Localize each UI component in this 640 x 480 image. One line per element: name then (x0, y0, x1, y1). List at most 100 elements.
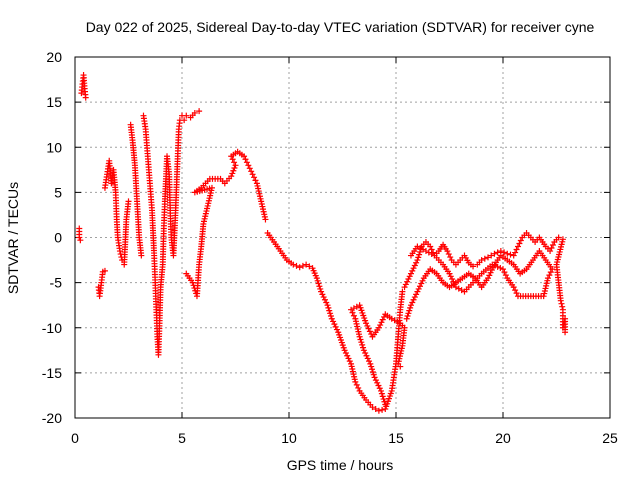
data-point (411, 294, 418, 301)
data-point (378, 319, 385, 326)
data-point (488, 266, 495, 273)
data-point (409, 299, 416, 306)
data-point (404, 278, 411, 285)
data-point (366, 328, 373, 335)
data-point (241, 153, 248, 160)
data-point (504, 250, 511, 257)
data-point (363, 320, 370, 327)
data-point (125, 198, 132, 205)
data-point (367, 360, 374, 367)
data-point (77, 237, 84, 244)
data-point (251, 174, 258, 181)
data-point (559, 303, 566, 310)
data-point (252, 177, 259, 184)
data-point (321, 296, 328, 303)
data-point (138, 252, 145, 259)
data-marks (76, 72, 569, 414)
data-point (349, 309, 356, 316)
data-point (494, 249, 501, 256)
data-point (229, 156, 236, 163)
data-point (549, 242, 556, 249)
data-point (378, 387, 385, 394)
data-point (350, 312, 357, 319)
data-point (450, 278, 457, 285)
data-point (427, 243, 434, 250)
data-point (380, 396, 387, 403)
data-point (313, 275, 320, 282)
data-point (502, 272, 509, 279)
data-point (516, 240, 523, 247)
data-point (547, 248, 554, 255)
data-point (327, 310, 334, 317)
data-point (262, 216, 269, 223)
data-point (397, 363, 404, 370)
data-point (366, 358, 373, 365)
data-point (290, 261, 297, 268)
data-point (375, 382, 382, 389)
data-point (375, 407, 382, 414)
data-point (491, 262, 498, 269)
data-point (409, 267, 416, 274)
data-point (486, 272, 493, 279)
data-point (369, 366, 376, 373)
data-point (491, 250, 498, 257)
data-point (558, 300, 565, 307)
data-point (360, 344, 367, 351)
data-point (352, 378, 359, 385)
data-point (370, 371, 377, 378)
data-point (358, 339, 365, 346)
data-point (303, 261, 310, 268)
data-point (407, 252, 414, 259)
data-point (401, 284, 408, 291)
data-point (372, 377, 379, 384)
data-point (504, 275, 511, 282)
data-point (346, 358, 353, 365)
data-point (411, 262, 418, 269)
data-point (372, 405, 379, 412)
data-point (342, 350, 349, 357)
data-point (196, 108, 203, 115)
y-tick-label: -5 (50, 275, 63, 291)
data-point (181, 117, 188, 124)
data-point (546, 272, 553, 279)
data-point (410, 265, 417, 272)
data-point (494, 263, 501, 270)
y-tick-label: 0 (54, 230, 62, 246)
series-decline (264, 229, 408, 414)
data-point (517, 237, 524, 244)
data-point (191, 109, 198, 116)
data-point (478, 257, 485, 264)
data-point (382, 401, 389, 408)
data-point (231, 159, 238, 166)
data-point (379, 316, 386, 323)
data-point (345, 355, 352, 362)
data-point (548, 245, 555, 252)
data-point (379, 406, 386, 413)
y-tick-label: 15 (46, 94, 62, 110)
data-point (323, 299, 330, 306)
data-point (416, 251, 423, 258)
data-point (318, 288, 325, 295)
data-point (324, 302, 331, 309)
x-axis-label: GPS time / hours (287, 457, 394, 473)
y-tick-label: 20 (46, 49, 62, 65)
data-point (445, 251, 452, 258)
data-point (330, 318, 337, 325)
y-axis-label: SDTVAR / TECUs (5, 182, 21, 294)
data-point (369, 404, 376, 411)
data-point (364, 322, 371, 329)
data-point (183, 112, 190, 119)
data-point (293, 262, 300, 269)
data-point (328, 315, 335, 322)
data-point (447, 254, 454, 261)
data-point (369, 368, 376, 375)
data-point (320, 294, 327, 301)
data-point (406, 273, 413, 280)
data-point (507, 251, 514, 258)
data-point (378, 390, 385, 397)
data-point (326, 307, 333, 314)
data-point (449, 276, 456, 283)
data-point (514, 243, 521, 250)
data-point (331, 321, 338, 328)
